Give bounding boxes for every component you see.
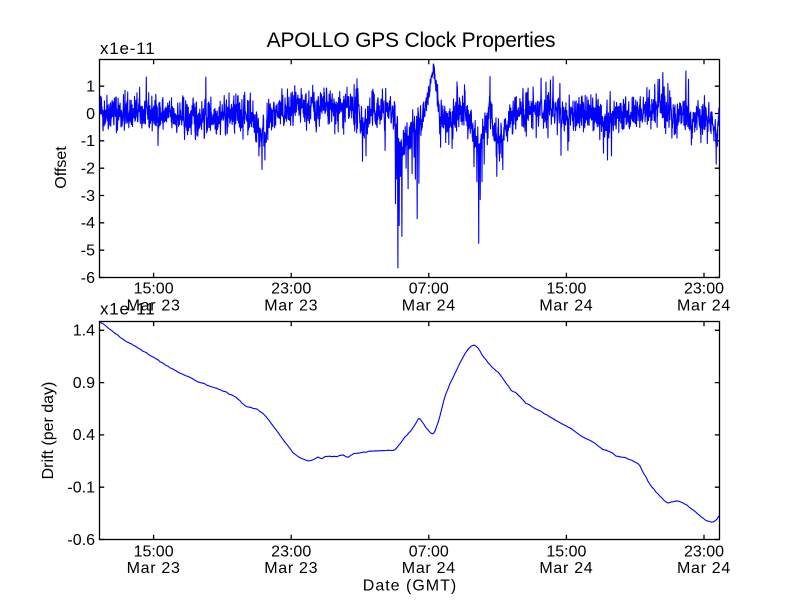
svg-text:Drift (per day): Drift (per day) [40,382,57,480]
svg-text:23:00: 23:00 [271,281,311,298]
svg-text:07:00: 07:00 [409,281,449,298]
svg-text:1.4: 1.4 [73,323,95,340]
svg-text:x1e-11: x1e-11 [100,300,156,319]
svg-text:Mar 24: Mar 24 [402,560,456,577]
svg-text:0: 0 [86,106,95,123]
svg-text:15:00: 15:00 [546,281,586,298]
svg-text:-1: -1 [81,133,95,150]
svg-text:0.9: 0.9 [73,375,95,392]
svg-text:23:00: 23:00 [684,281,724,298]
svg-text:23:00: 23:00 [684,543,724,560]
svg-text:-0.6: -0.6 [67,532,95,549]
svg-text:Mar 23: Mar 23 [264,297,318,314]
svg-text:-0.1: -0.1 [67,480,95,497]
svg-text:1: 1 [86,79,95,96]
svg-text:-5: -5 [81,243,95,260]
svg-text:Mar 23: Mar 23 [127,297,181,314]
svg-text:07:00: 07:00 [409,543,449,560]
svg-text:Mar 24: Mar 24 [677,560,731,577]
svg-text:Mar 24: Mar 24 [539,297,593,314]
svg-text:23:00: 23:00 [271,543,311,560]
svg-text:Mar 24: Mar 24 [539,560,593,577]
svg-text:Mar 23: Mar 23 [264,560,318,577]
svg-text:APOLLO GPS Clock Properties: APOLLO GPS Clock Properties [267,29,556,52]
svg-text:-3: -3 [81,188,95,205]
svg-text:15:00: 15:00 [546,543,586,560]
svg-text:-6: -6 [81,270,95,287]
svg-text:Date (GMT): Date (GMT) [363,578,457,595]
svg-text:15:00: 15:00 [134,281,174,298]
svg-text:-4: -4 [81,215,95,232]
svg-text:Mar 24: Mar 24 [402,297,456,314]
svg-text:15:00: 15:00 [134,543,174,560]
svg-text:Mar 23: Mar 23 [127,560,181,577]
svg-text:Mar 24: Mar 24 [677,297,731,314]
svg-text:x1e-11: x1e-11 [100,39,156,58]
svg-text:Offset: Offset [53,146,70,189]
svg-text:-2: -2 [81,161,95,178]
svg-text:0.4: 0.4 [73,427,95,444]
